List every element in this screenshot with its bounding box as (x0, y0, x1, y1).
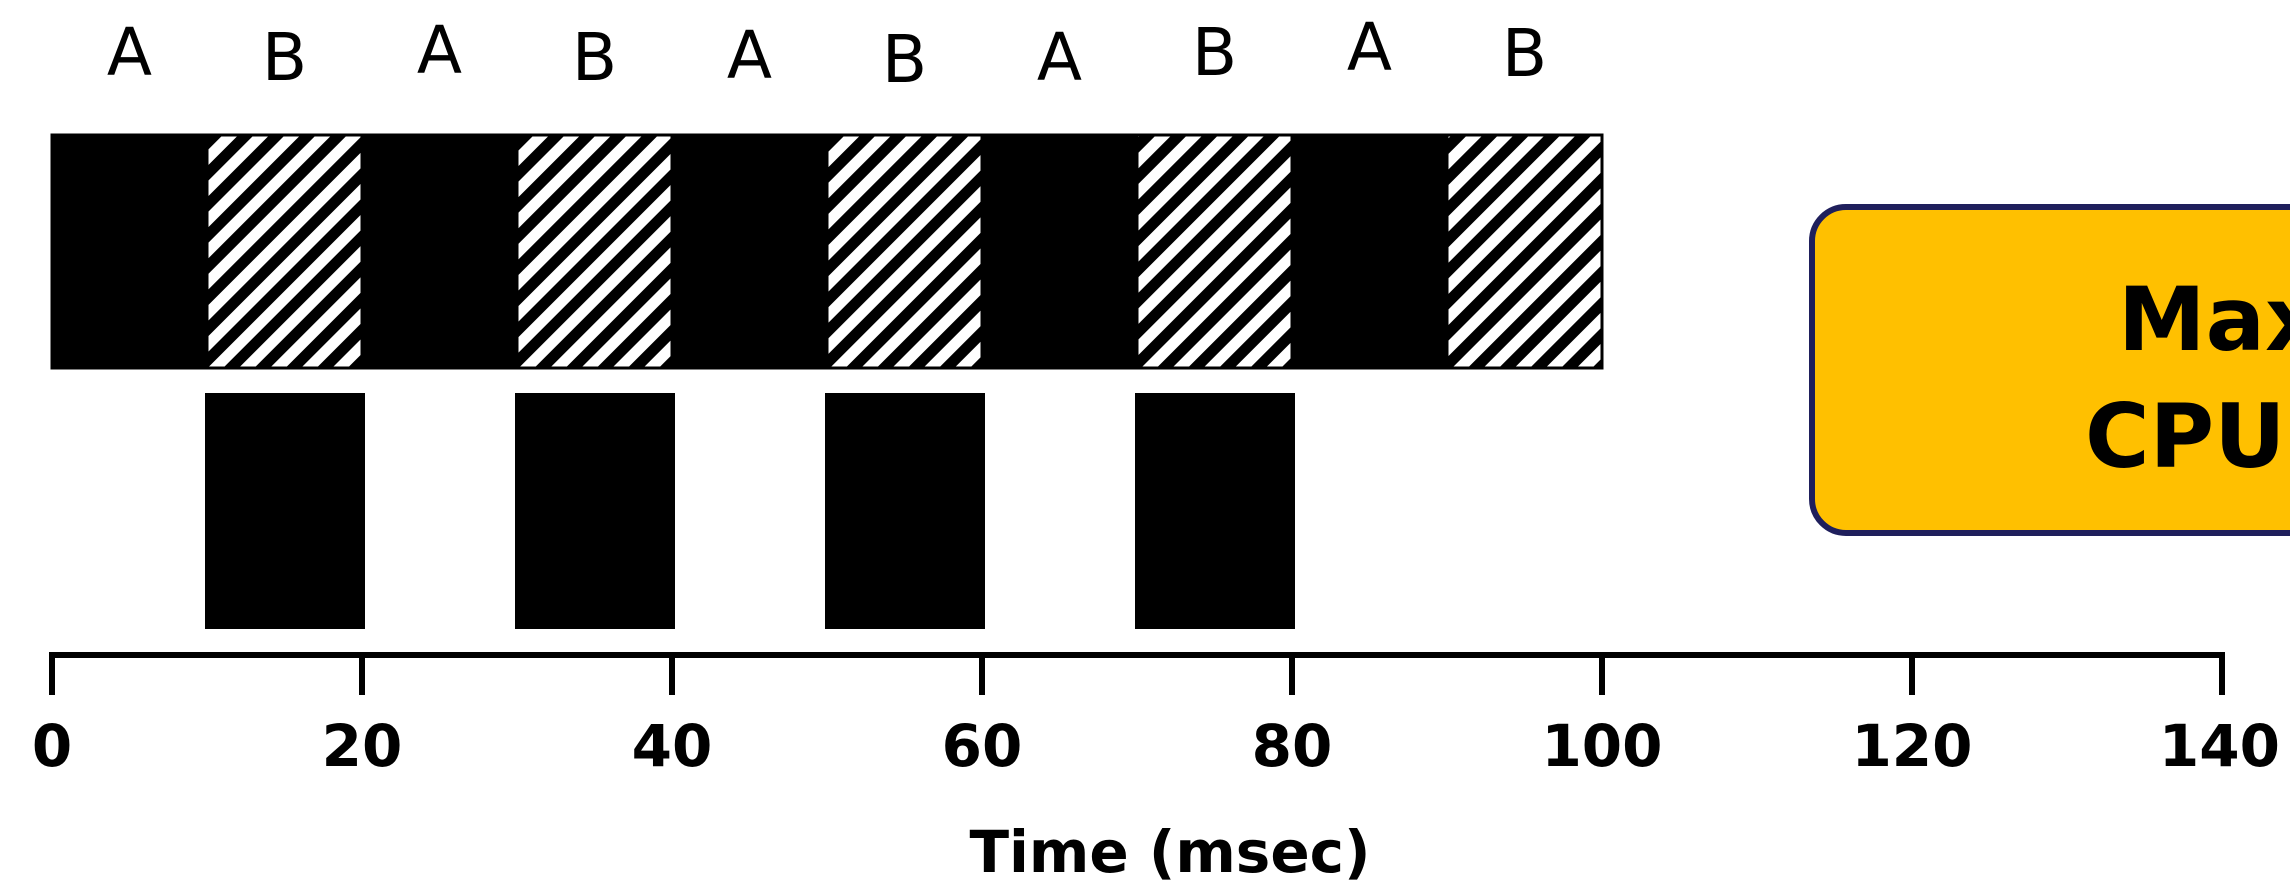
axis-tick-label-100: 100 (1541, 712, 1662, 780)
cpu-segment-b-8 (1135, 133, 1294, 370)
axis-tick-label-140: 140 (2159, 712, 2280, 780)
cpu-timeline-row (50, 133, 1604, 370)
axis-tick-label-80: 80 (1252, 712, 1333, 780)
axis-tick-label-0: 0 (32, 712, 72, 780)
cpu-segment-b-10 (1445, 133, 1604, 370)
second-row-block-2 (515, 393, 675, 629)
cpu-segment-b-4 (515, 133, 674, 370)
time-axis: 0 20 40 60 80 100 120 140 Time (msec) (32, 652, 2280, 886)
cpu-segment-a-1 (50, 133, 209, 370)
time-axis-title: Time (msec) (969, 818, 1370, 886)
process-letter-a-1: A (107, 14, 152, 91)
cpu-segment-b-2 (205, 133, 364, 370)
second-row-block-4 (1135, 393, 1295, 629)
second-row-block-1 (205, 393, 365, 629)
cpu-segment-a-9 (1290, 133, 1449, 370)
time-axis-ticks: 0 20 40 60 80 100 120 140 (32, 652, 2280, 780)
callout-box (1809, 204, 2290, 536)
max-cpu-callout: Max CPU (1809, 204, 2290, 536)
process-letter-a-9: A (1347, 9, 1392, 86)
axis-tick-label-20: 20 (322, 712, 403, 780)
cpu-segment-a-5 (670, 133, 829, 370)
axis-tick-label-40: 40 (632, 712, 713, 780)
process-letter-a-7: A (1037, 19, 1082, 96)
second-row-block-3 (825, 393, 985, 629)
process-letter-a-3: A (417, 12, 462, 89)
callout-line-1: Max (2118, 268, 2290, 371)
process-letter-a-5: A (727, 17, 772, 94)
second-timeline-row (205, 393, 1295, 629)
axis-tick-label-120: 120 (1851, 712, 1972, 780)
process-letter-b-2: B (262, 19, 307, 96)
process-letter-b-10: B (1502, 15, 1547, 92)
cpu-segment-b-6 (825, 133, 984, 370)
process-letter-b-4: B (572, 19, 617, 96)
cpu-segment-a-3 (360, 133, 519, 370)
process-letter-b-8: B (1192, 14, 1237, 91)
cpu-segment-a-7 (980, 133, 1139, 370)
callout-line-2: CPU (2085, 385, 2286, 488)
process-letter-b-6: B (882, 21, 927, 98)
axis-tick-label-60: 60 (942, 712, 1023, 780)
